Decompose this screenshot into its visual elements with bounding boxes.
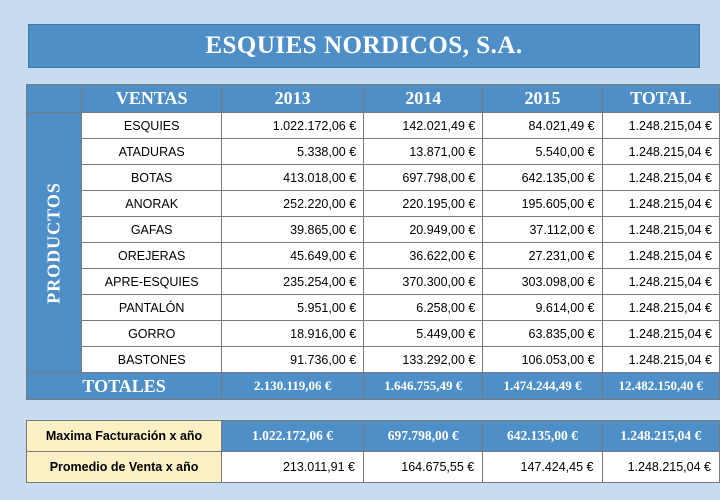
avg-2013: 213.011,91 € bbox=[221, 451, 364, 483]
value-2013: 252.220,00 € bbox=[221, 190, 365, 217]
value-2015: 5.540,00 € bbox=[482, 138, 603, 165]
value-2014: 6.258,00 € bbox=[363, 294, 484, 321]
product-name: ESQUIES bbox=[81, 112, 223, 139]
value-2013: 18.916,00 € bbox=[221, 320, 365, 347]
table-row: BASTONES 91.736,00 €133.292,00 €106.053,0… bbox=[27, 346, 720, 373]
value-2014: 697.798,00 € bbox=[363, 164, 484, 191]
totals-v2013: 2.130.119,06 € bbox=[221, 372, 365, 400]
product-name: GORRO bbox=[81, 320, 223, 347]
max-2013: 1.022.172,06 € bbox=[221, 420, 364, 452]
value-2013: 413.018,00 € bbox=[221, 164, 365, 191]
header-row: VENTAS 2013 2014 2015 TOTAL bbox=[25, 84, 720, 113]
header-2013: 2013 bbox=[221, 84, 365, 113]
value-2013: 1.022.172,06 € bbox=[221, 112, 365, 139]
totals-label: TOTALES bbox=[25, 372, 223, 400]
avg-2014: 164.675,55 € bbox=[362, 451, 484, 483]
value-2015: 37.112,00 € bbox=[482, 216, 603, 243]
value-2015: 9.614,00 € bbox=[482, 294, 603, 321]
table-row: PRODUCTOS ESQUIES 1.022.172,06 €142.021,49… bbox=[25, 112, 720, 373]
productos-side-cell: PRODUCTOS bbox=[25, 112, 83, 373]
value-2013: 5.951,00 € bbox=[221, 294, 365, 321]
totals-v2014: 1.646.755,49 € bbox=[363, 372, 484, 400]
table-row: ANORAK 252.220,00 €220.195,00 €195.605,00… bbox=[27, 190, 720, 217]
value-2015: 106.053,00 € bbox=[482, 346, 603, 373]
avg-total: 1.248.215,04 € bbox=[601, 451, 720, 483]
value-total: 1.248.215,04 € bbox=[601, 346, 720, 373]
value-total: 1.248.215,04 € bbox=[601, 112, 720, 139]
product-name: ATADURAS bbox=[81, 138, 223, 165]
value-2014: 370.300,00 € bbox=[363, 268, 484, 295]
value-2015: 195.605,00 € bbox=[482, 190, 603, 217]
max-row: Maxima Facturación x año 1.022.172,06 € … bbox=[25, 420, 720, 452]
value-2013: 5.338,00 € bbox=[221, 138, 365, 165]
table-row: ATADURAS 5.338,00 €13.871,00 €5.540,00 €1… bbox=[27, 138, 720, 165]
stats-table: Maxima Facturación x año 1.022.172,06 € … bbox=[25, 420, 720, 483]
sales-table: VENTAS 2013 2014 2015 TOTAL PRODUCTOS ESQ… bbox=[25, 84, 720, 400]
product-name: ANORAK bbox=[81, 190, 223, 217]
value-2015: 63.835,00 € bbox=[482, 320, 603, 347]
value-2013: 45.649,00 € bbox=[221, 242, 365, 269]
header-total: TOTAL bbox=[601, 84, 720, 113]
avg-2015: 147.424,45 € bbox=[482, 451, 603, 483]
product-name: BOTAS bbox=[81, 164, 223, 191]
value-2015: 27.231,00 € bbox=[482, 242, 603, 269]
header-ventas: VENTAS bbox=[81, 84, 223, 113]
value-total: 1.248.215,04 € bbox=[601, 268, 720, 295]
max-total: 1.248.215,04 € bbox=[601, 420, 720, 452]
max-2015: 642.135,00 € bbox=[482, 420, 603, 452]
value-2014: 13.871,00 € bbox=[363, 138, 484, 165]
value-2013: 39.865,00 € bbox=[221, 216, 365, 243]
table-row: OREJERAS 45.649,00 €36.622,00 €27.231,00 … bbox=[27, 242, 720, 269]
max-2014: 697.798,00 € bbox=[362, 420, 484, 452]
value-2014: 20.949,00 € bbox=[363, 216, 484, 243]
value-total: 1.248.215,04 € bbox=[601, 294, 720, 321]
value-total: 1.248.215,04 € bbox=[601, 138, 720, 165]
value-2013: 91.736,00 € bbox=[221, 346, 365, 373]
avg-row: Promedio de Venta x año 213.011,91 € 164… bbox=[25, 451, 720, 483]
page-title: ESQUIES NORDICOS, S.A. bbox=[28, 24, 700, 68]
value-total: 1.248.215,04 € bbox=[601, 164, 720, 191]
product-name: APRE-ESQUIES bbox=[81, 268, 223, 295]
avg-label: Promedio de Venta x año bbox=[25, 451, 223, 483]
productos-label: PRODUCTOS bbox=[43, 181, 64, 304]
table-row: APRE-ESQUIES 235.254,00 €370.300,00 €303.… bbox=[27, 268, 720, 295]
value-total: 1.248.215,04 € bbox=[601, 190, 720, 217]
totals-row: TOTALES 2.130.119,06 €1.646.755,49 €1.474… bbox=[25, 372, 720, 400]
value-2015: 303.098,00 € bbox=[482, 268, 603, 295]
value-total: 1.248.215,04 € bbox=[601, 242, 720, 269]
value-2014: 142.021,49 € bbox=[363, 112, 484, 139]
product-name: PANTALÓN bbox=[81, 294, 223, 321]
value-2014: 36.622,00 € bbox=[363, 242, 484, 269]
table-row: GORRO 18.916,00 €5.449,00 €63.835,00 €1.2… bbox=[27, 320, 720, 347]
max-label: Maxima Facturación x año bbox=[25, 420, 223, 452]
value-total: 1.248.215,04 € bbox=[601, 320, 720, 347]
value-total: 1.248.215,04 € bbox=[601, 216, 720, 243]
value-2013: 235.254,00 € bbox=[221, 268, 365, 295]
table-row: GAFAS 39.865,00 €20.949,00 €37.112,00 €1.… bbox=[27, 216, 720, 243]
product-name: OREJERAS bbox=[81, 242, 223, 269]
value-2015: 642.135,00 € bbox=[482, 164, 603, 191]
value-2014: 133.292,00 € bbox=[363, 346, 484, 373]
table-row: BOTAS 413.018,00 €697.798,00 €642.135,00 … bbox=[27, 164, 720, 191]
totals-total: 12.482.150,40 € bbox=[601, 372, 720, 400]
header-corner bbox=[25, 84, 83, 113]
header-2014: 2014 bbox=[363, 84, 484, 113]
product-name: GAFAS bbox=[81, 216, 223, 243]
header-2015: 2015 bbox=[482, 84, 603, 113]
value-2014: 5.449,00 € bbox=[363, 320, 484, 347]
product-name: BASTONES bbox=[81, 346, 223, 373]
totals-v2015: 1.474.244,49 € bbox=[482, 372, 603, 400]
value-2015: 84.021,49 € bbox=[482, 112, 603, 139]
value-2014: 220.195,00 € bbox=[363, 190, 484, 217]
table-row: PANTALÓN 5.951,00 €6.258,00 €9.614,00 €1.… bbox=[27, 294, 720, 321]
